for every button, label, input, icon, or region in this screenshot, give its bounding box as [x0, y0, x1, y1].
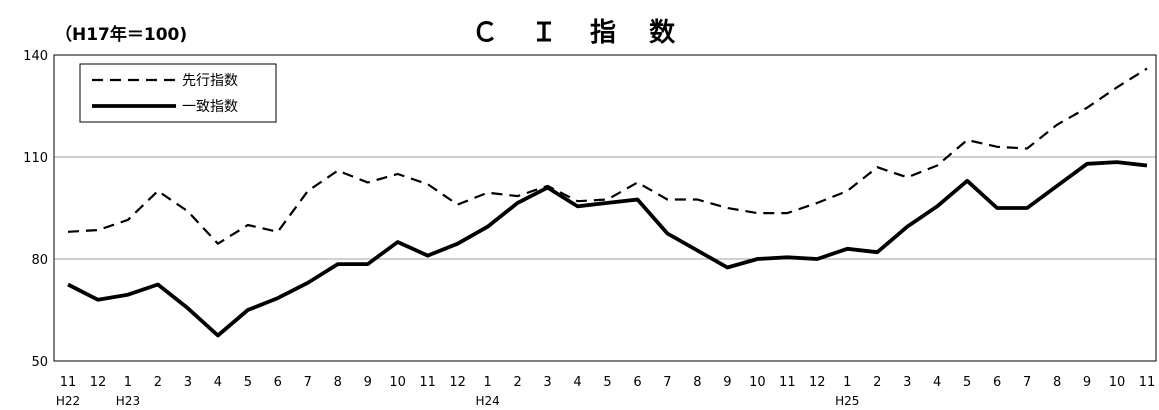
- year-label: H23: [116, 394, 140, 408]
- x-tick-label: 9: [723, 375, 731, 390]
- x-tick-label: 1: [843, 375, 851, 390]
- x-tick-label: 3: [184, 375, 192, 390]
- x-tick-label: 11: [779, 375, 796, 390]
- x-tick-label: 11: [1139, 375, 1156, 390]
- legend-label: 一致指数: [182, 99, 238, 115]
- gridlines: [54, 156, 1156, 260]
- x-tick-label: 10: [389, 375, 406, 390]
- year-label: H25: [835, 394, 859, 408]
- year-label: H24: [475, 394, 499, 408]
- x-tick-label: 2: [154, 375, 162, 390]
- x-tick-label: 7: [1023, 375, 1031, 390]
- chart-title: Ｃ Ｉ 指 数: [471, 18, 688, 48]
- x-tick-label: 3: [903, 375, 911, 390]
- x-tick-label: 9: [1083, 375, 1091, 390]
- x-tick-label: 9: [364, 375, 372, 390]
- x-tick-label: 3: [543, 375, 551, 390]
- x-tick-label: 4: [933, 375, 941, 390]
- x-tick-label: 5: [603, 375, 611, 390]
- unit-label: （H17年＝100): [55, 25, 188, 45]
- x-tick-label: 1: [483, 375, 491, 390]
- x-tick-label: 2: [873, 375, 881, 390]
- x-tick-label: 6: [633, 375, 641, 390]
- x-tick-label: 10: [1109, 375, 1126, 390]
- x-tick-label: 10: [749, 375, 766, 390]
- x-tick-label: 7: [663, 375, 671, 390]
- leading-index-line: [67, 67, 1148, 245]
- x-axis-ticks: 11 12 1 2 3 4 5 6 7 8 9 10 11 12 1 2 3 4 5 6 7 8 9 10 11 12 1 2 3 4 5 6…: [56, 375, 1155, 408]
- year-label: H22: [56, 394, 80, 408]
- x-tick-label: 12: [809, 375, 826, 390]
- y-tick-label: 110: [23, 151, 48, 166]
- legend-box: [79, 63, 277, 123]
- x-tick-label: 1: [124, 375, 132, 390]
- coincident-index-line: [67, 160, 1148, 338]
- x-tick-label: 5: [963, 375, 971, 390]
- x-tick-label: 7: [304, 375, 312, 390]
- y-axis-ticks: 50 80 110 140: [23, 49, 48, 370]
- x-tick-label: 6: [274, 375, 282, 390]
- x-tick-label: 5: [244, 375, 252, 390]
- x-tick-label: 8: [334, 375, 342, 390]
- x-tick-label: 12: [90, 375, 107, 390]
- x-tick-label: 6: [993, 375, 1001, 390]
- series-lines: [67, 67, 1148, 338]
- x-tick-label: 4: [214, 375, 222, 390]
- x-tick-label: 4: [573, 375, 581, 390]
- x-tick-label: 11: [60, 375, 77, 390]
- plot-area-border: [53, 54, 1157, 362]
- x-tick-label: 2: [513, 375, 521, 390]
- x-tick-label: 8: [693, 375, 701, 390]
- x-tick-label: 11: [419, 375, 436, 390]
- legend-label: 先行指数: [182, 73, 238, 89]
- y-tick-label: 50: [31, 355, 48, 370]
- x-tick-label: 8: [1053, 375, 1061, 390]
- x-tick-label: 12: [449, 375, 466, 390]
- y-tick-label: 80: [31, 253, 48, 268]
- y-tick-label: 140: [23, 49, 48, 64]
